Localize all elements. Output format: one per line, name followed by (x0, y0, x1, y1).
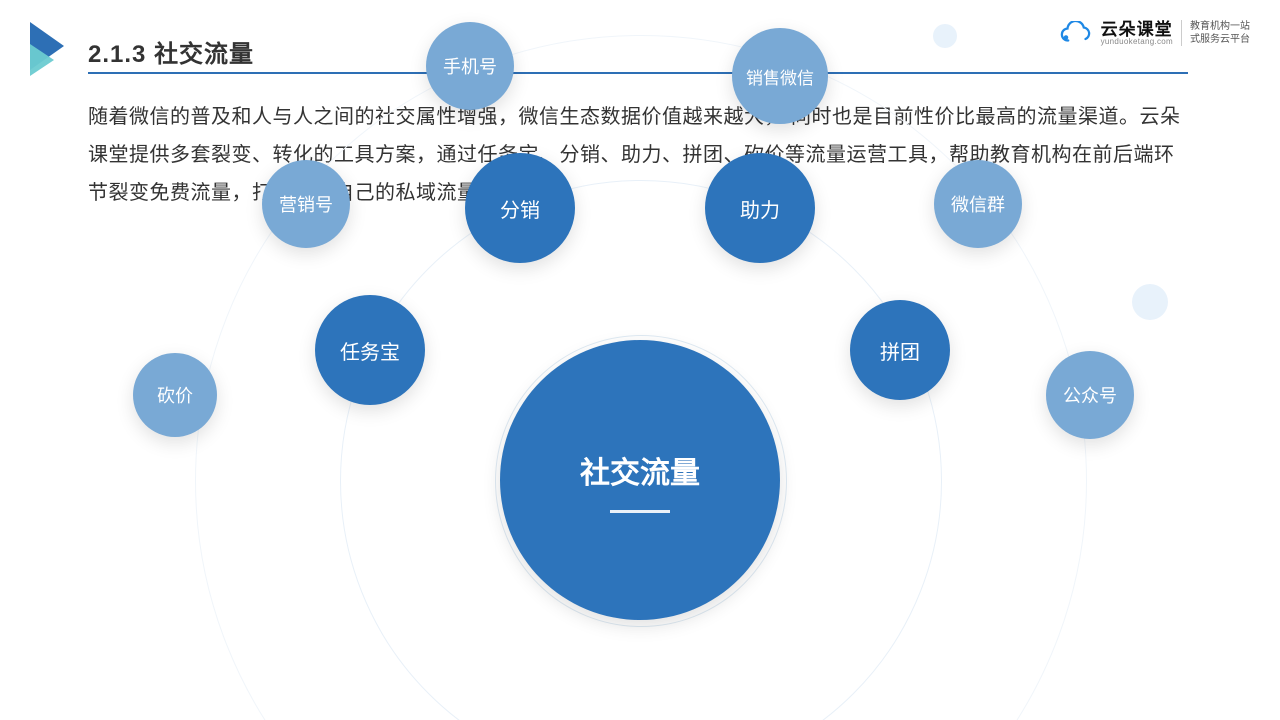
hero-triangle-light-icon (30, 44, 54, 76)
inner-node-0-label: 任务宝 (340, 336, 400, 365)
section-number: 2.1.3 (88, 41, 146, 68)
bubble-diagram: 社交流量任务宝分销助力拼团砍价营销号手机号销售微信微信群公众号 (0, 230, 1280, 720)
brand-logo: 云朵课堂 yunduoketang.com 教育机构一站 式服务云平台 (1057, 20, 1250, 46)
section-title: 2.1.3 社交流量 (88, 34, 254, 69)
outer-node-3-label: 微信群 (951, 191, 1005, 217)
logo-tagline: 教育机构一站 式服务云平台 (1181, 20, 1250, 46)
decor-dot-1 (1132, 284, 1168, 320)
inner-node-1-label: 分销 (500, 194, 540, 223)
center-node: 社交流量 (500, 340, 780, 620)
inner-node-2: 助力 (705, 153, 815, 263)
logo-domain: yunduoketang.com (1101, 38, 1173, 46)
inner-node-3-label: 拼团 (880, 336, 920, 365)
outer-node-0-label: 营销号 (279, 191, 333, 217)
inner-node-3: 拼团 (850, 300, 950, 400)
outer-node-4: 公众号 (1046, 351, 1134, 439)
decor-dot-0 (933, 24, 957, 48)
inner-node-0: 任务宝 (315, 295, 425, 405)
outer-node-2: 销售微信 (732, 28, 828, 124)
outer-node-0: 营销号 (262, 160, 350, 248)
center-underline (610, 510, 670, 513)
outer-node-1-label: 手机号 (443, 53, 497, 79)
outer-node-4-label: 公众号 (1063, 382, 1117, 408)
center-node-label: 社交流量 (580, 448, 700, 492)
inner-node-4-label: 砍价 (157, 382, 193, 408)
outer-node-3: 微信群 (934, 160, 1022, 248)
logo-name: 云朵课堂 (1101, 21, 1173, 38)
outer-node-1: 手机号 (426, 22, 514, 110)
slide: 2.1.3 社交流量 云朵课堂 yunduoketang.com 教育机构一站 … (0, 0, 1280, 720)
inner-node-2-label: 助力 (740, 194, 780, 223)
inner-node-1: 分销 (465, 153, 575, 263)
cloud-icon (1057, 21, 1093, 45)
section-name: 社交流量 (154, 41, 254, 68)
inner-node-4: 砍价 (133, 353, 217, 437)
outer-node-2-label: 销售微信 (746, 64, 814, 89)
